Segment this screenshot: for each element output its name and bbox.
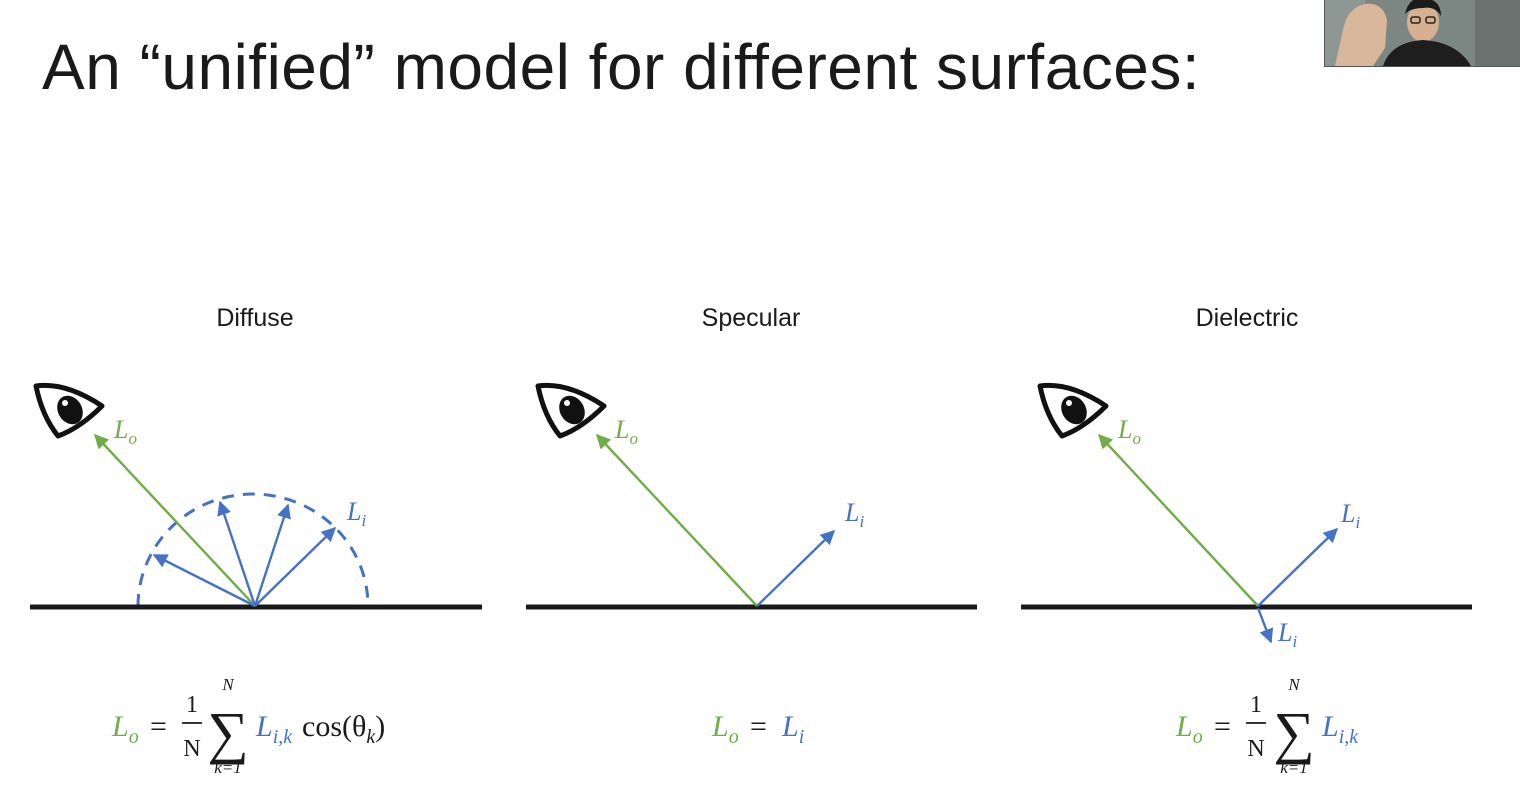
outgoing-label: Lo — [1117, 415, 1141, 448]
panel-label-diffuse: Diffuse — [216, 304, 293, 332]
panel-specular: Specular Lo Li Lo = Li — [526, 304, 977, 748]
outgoing-ray — [596, 433, 758, 607]
incoming-label: Li — [1340, 499, 1360, 532]
svg-text:Lo: Lo — [1175, 710, 1203, 748]
svg-text:N: N — [183, 736, 200, 762]
presenter-webcam-image — [1325, 0, 1520, 66]
eye-icon — [36, 385, 102, 436]
incoming-ray — [253, 503, 291, 607]
svg-text:k=1: k=1 — [214, 758, 242, 777]
svg-text:=: = — [150, 710, 167, 743]
slide-title: An “unified” model for different surface… — [42, 31, 1201, 103]
svg-text:=: = — [1214, 710, 1231, 743]
refracted-ray — [1256, 607, 1274, 644]
svg-text:N: N — [221, 675, 235, 694]
incoming-label: Li — [844, 498, 864, 531]
incoming-ray — [152, 553, 256, 608]
incoming-label: Li — [346, 497, 366, 530]
incoming-ray — [217, 500, 257, 607]
panel-diffuse: Diffuse Lo Li Lo = 1 N N ∑ — [30, 304, 482, 777]
svg-text:cos(θk): cos(θk) — [302, 710, 385, 748]
svg-text:N: N — [1287, 675, 1301, 694]
presenter-webcam — [1324, 0, 1520, 67]
svg-text:Li: Li — [781, 710, 804, 748]
svg-text:Li,k: Li,k — [1321, 710, 1359, 748]
refracted-label: Li — [1277, 618, 1297, 651]
panel-label-dielectric: Dielectric — [1196, 304, 1299, 332]
outgoing-label: Lo — [113, 415, 137, 448]
svg-text:=: = — [750, 710, 767, 743]
outgoing-ray — [94, 433, 256, 607]
incoming-ray — [756, 529, 836, 607]
svg-text:Li,k: Li,k — [255, 710, 293, 748]
panel-label-specular: Specular — [702, 304, 801, 332]
outgoing-ray — [1098, 433, 1259, 607]
svg-text:k=1: k=1 — [1280, 758, 1308, 777]
svg-text:Lo: Lo — [111, 710, 139, 748]
incoming-ray — [1257, 527, 1339, 607]
dielectric-formula: Lo = 1 N N ∑ k=1 Li,k — [1175, 675, 1359, 777]
outgoing-label: Lo — [614, 415, 638, 448]
svg-text:1: 1 — [1250, 692, 1262, 718]
summation-sign: ∑ — [207, 700, 248, 765]
panel-dielectric: Dielectric Lo Li Li Lo = 1 N N ∑ k=1 Li,… — [1021, 304, 1472, 777]
svg-text:Lo: Lo — [711, 710, 739, 748]
hemisphere-sampling-arc — [136, 492, 370, 607]
svg-text:N: N — [1247, 736, 1264, 762]
eye-icon — [1040, 385, 1106, 436]
summation-sign: ∑ — [1273, 700, 1314, 765]
specular-formula: Lo = Li — [711, 710, 804, 748]
eye-icon — [538, 385, 604, 436]
incoming-ray — [254, 526, 337, 607]
svg-text:1: 1 — [186, 692, 198, 718]
diffuse-formula: Lo = 1 N N ∑ k=1 Li,k cos(θk) — [111, 675, 385, 777]
